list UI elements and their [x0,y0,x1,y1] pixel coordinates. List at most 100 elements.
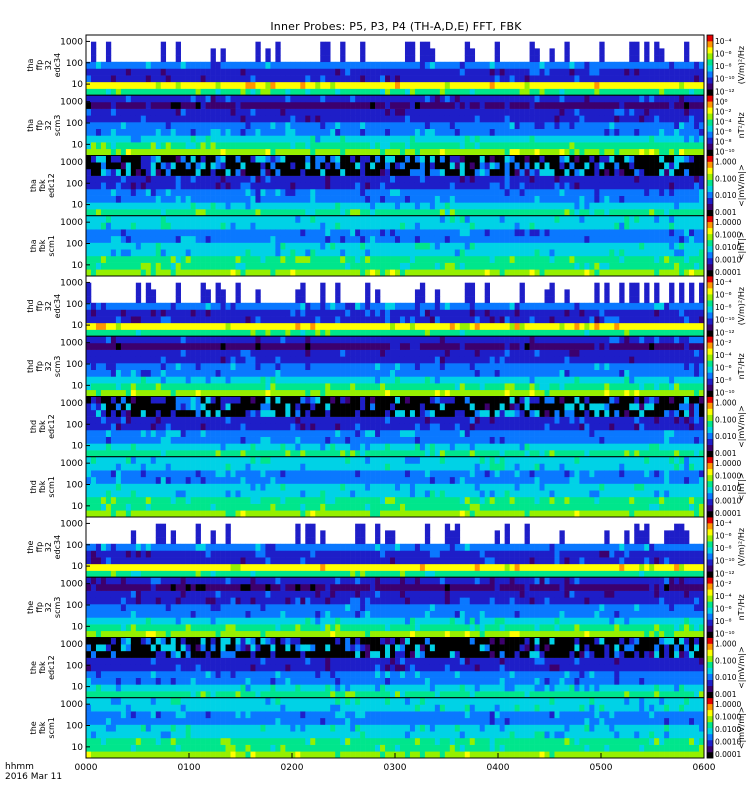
spectrogram-cell [355,148,361,156]
spectrogram-cell [120,302,127,310]
spectrogram-cell [414,155,421,163]
spectrogram-cell [160,269,167,277]
spectrogram-cell [220,48,226,56]
spectrogram-cell [549,296,555,304]
spectrogram-cell [130,155,137,163]
spectrogram-cell [255,75,261,83]
spectrogram-cell [654,296,660,304]
spectrogram-cell [125,229,132,237]
spectrogram-cell [429,115,436,123]
spectrogram-cell [135,155,142,163]
spectrogram-cell [559,242,565,250]
spectrogram-cell [130,329,137,337]
spectrogram-cell [549,215,555,223]
spectrogram-cell [245,222,251,230]
spectrogram-cell [529,188,535,196]
spectrogram-cell [160,135,167,143]
spectrogram-cell [524,182,530,190]
spectrogram-cell [345,242,351,250]
spectrogram-cell [664,322,670,330]
spectrogram-cell [365,322,371,330]
spectrogram-cell [390,75,396,83]
spectrogram-cell [544,135,550,143]
spectrogram-cell [409,255,416,263]
spectrogram-cell [175,41,181,49]
spectrogram-cell [669,195,675,203]
spectrogram-cell [464,322,471,330]
spectrogram-cell [404,41,411,49]
spectrogram-cell [280,222,286,230]
spectrogram-cell [609,242,615,250]
spectrogram-cell [395,329,401,337]
spectrogram-cell [225,155,231,163]
panel-label: thd ffp 32 edc34 [26,294,62,319]
colorbar-tick-label: 10⁻¹² [715,328,735,337]
spectrogram-cell [195,202,201,210]
spectrogram-cell [469,182,476,190]
spectrogram-cell [110,215,117,223]
spectrogram-cell [639,188,645,196]
spectrogram-cell [340,101,346,109]
spectrogram-cell [140,75,147,83]
spectrogram-cell [489,322,495,330]
spectrogram-cell [95,336,102,344]
spectrogram-cell [454,175,461,183]
spectrogram-cell [395,269,401,277]
spectrogram-cell [375,269,381,277]
spectrogram-cell [340,229,346,237]
spectrogram-cell [519,68,525,76]
spectrogram-cell [280,128,286,136]
spectrogram-cell [679,215,685,223]
spectrogram-cell [454,202,461,210]
y-tick-label: 1000 [60,98,83,108]
spectrogram-cell [165,61,172,69]
spectrogram-cell [519,182,525,190]
spectrogram-cell [225,242,231,250]
spectrogram-cell [215,289,221,297]
spectrogram-cell [390,135,396,143]
spectrogram-cell [95,249,102,257]
spectrogram-cell [584,95,590,103]
spectrogram-cell [250,108,256,116]
spectrogram-cell [584,142,590,150]
spectrogram-cell [195,95,201,103]
spectrogram-cell [105,369,112,377]
spectrogram-cell [195,235,201,243]
spectrogram-cell [679,302,685,310]
spectrogram-cell [484,148,490,156]
spectrogram-cell [375,229,381,237]
spectrogram-cell [619,88,625,96]
spectrogram-cell [350,182,356,190]
spectrogram-cell [599,115,605,123]
spectrogram-cell [544,61,550,69]
spectrogram-cell [674,215,680,223]
spectrogram-cell [325,148,331,156]
spectrogram-cell [145,269,152,277]
spectrogram-cell [644,182,650,190]
spectrogram-cell [669,329,675,337]
spectrogram-cell [260,81,266,89]
spectrogram-cell [404,262,411,270]
spectrogram-cell [469,329,476,337]
spectrogram-cell [669,302,675,310]
spectrogram-cell [439,182,446,190]
spectrogram-cell [444,142,451,150]
spectrogram-cell [150,269,157,277]
spectrogram-cell [395,175,401,183]
spectrogram-cell [424,95,431,103]
spectrogram-cell [689,255,695,263]
spectrogram-cell [300,142,306,150]
spectrogram-cell [549,135,555,143]
spectrogram-cell [539,162,545,170]
spectrogram-cell [439,316,446,324]
spectrogram-cell [529,68,535,76]
spectrogram-cell [340,68,346,76]
spectrogram-cell [594,329,600,337]
spectrogram-cell [190,175,196,183]
spectrogram-cell [474,309,481,317]
spectrogram-cell [145,68,152,76]
spectrogram-cell [639,322,645,330]
spectrogram-cell [100,81,107,89]
spectrogram-cell [564,215,570,223]
